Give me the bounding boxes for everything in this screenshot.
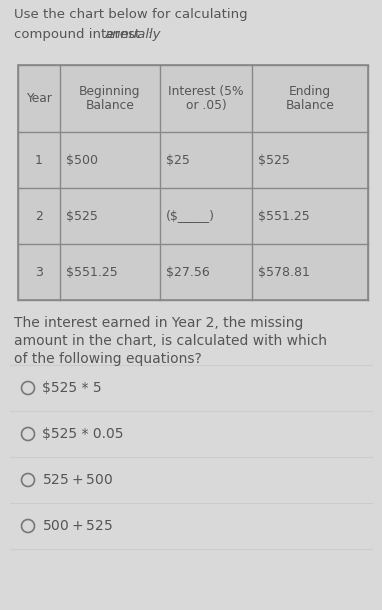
Text: $525: $525 [66,209,98,223]
Text: compound interest: compound interest [14,28,144,41]
Text: annually: annually [105,28,162,41]
Text: amount in the chart, is calculated with which: amount in the chart, is calculated with … [14,334,327,348]
Text: $525: $525 [258,154,290,167]
Text: $551.25: $551.25 [66,265,118,279]
Text: or .05): or .05) [186,99,227,112]
Text: Balance: Balance [86,99,134,112]
Text: The interest earned in Year 2, the missing: The interest earned in Year 2, the missi… [14,316,303,330]
Text: $551.25: $551.25 [258,209,310,223]
Text: Beginning: Beginning [79,85,141,98]
Text: $525 + $500: $525 + $500 [42,473,113,487]
Text: $525 * 5: $525 * 5 [42,381,102,395]
Text: 2: 2 [35,209,43,223]
Circle shape [21,520,34,533]
Text: $25: $25 [166,154,190,167]
Text: $27.56: $27.56 [166,265,210,279]
Circle shape [21,381,34,395]
Text: $500: $500 [66,154,98,167]
Text: $525 * 0.05: $525 * 0.05 [42,427,124,441]
Text: Balance: Balance [286,99,334,112]
Text: Year: Year [26,92,52,105]
Text: $578.81: $578.81 [258,265,310,279]
Text: of the following equations?: of the following equations? [14,352,202,366]
Text: $500 + $525: $500 + $525 [42,519,113,533]
Text: Ending: Ending [289,85,331,98]
Text: Use the chart below for calculating: Use the chart below for calculating [14,8,248,21]
Circle shape [21,428,34,440]
Text: :: : [147,28,152,41]
FancyBboxPatch shape [18,65,368,300]
Text: Interest (5%: Interest (5% [168,85,244,98]
Circle shape [21,473,34,487]
Text: 3: 3 [35,265,43,279]
Text: 1: 1 [35,154,43,167]
Text: ($_____): ($_____) [166,209,215,223]
